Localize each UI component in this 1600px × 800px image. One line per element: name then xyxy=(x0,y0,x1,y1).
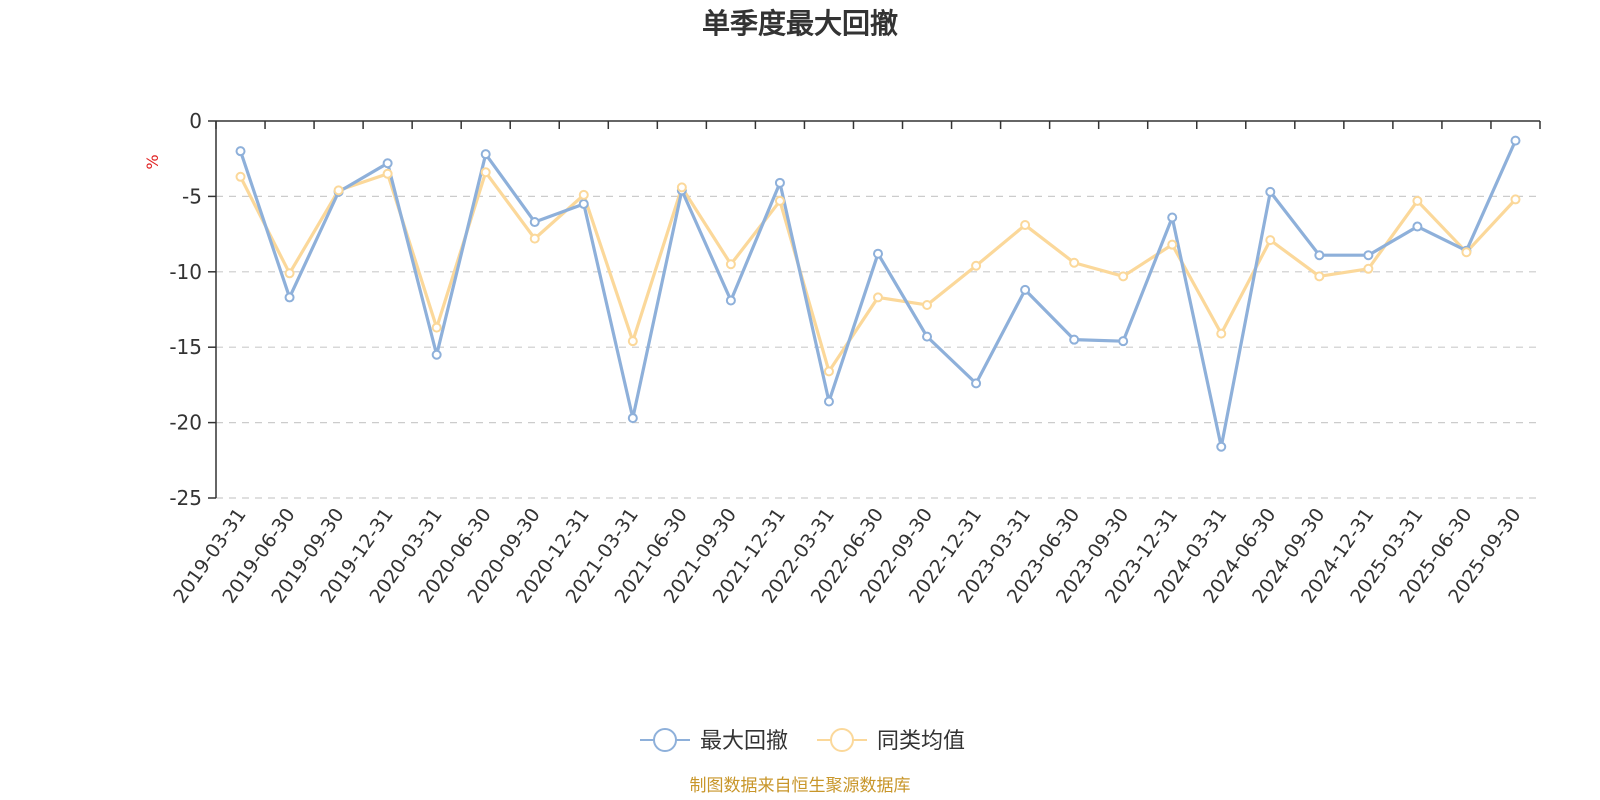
data-point xyxy=(1118,271,1129,282)
data-point xyxy=(1020,284,1031,295)
data-point xyxy=(971,260,982,271)
data-point xyxy=(1314,250,1325,261)
data-point xyxy=(873,292,883,303)
data-point xyxy=(725,259,736,270)
data-point xyxy=(431,322,442,333)
data-point xyxy=(1412,195,1423,206)
data-point xyxy=(578,198,589,209)
data-point xyxy=(971,378,982,389)
data-point xyxy=(873,248,883,259)
legend-label: 最大回撤 xyxy=(700,729,788,754)
y-axis-unit: % xyxy=(143,154,162,169)
y-tick-label: -20 xyxy=(169,411,202,435)
data-point xyxy=(725,295,736,306)
data-point xyxy=(627,413,638,424)
axes: 0-5-10-15-20-252019-03-312019-06-302019-… xyxy=(169,109,1541,607)
data-point xyxy=(480,149,491,160)
data-point xyxy=(382,168,393,179)
data-point xyxy=(235,146,246,157)
data-point xyxy=(1118,336,1129,347)
data-point xyxy=(823,366,834,377)
data-point xyxy=(627,336,638,347)
data-point xyxy=(284,292,295,303)
data-point xyxy=(1510,194,1521,205)
data-point xyxy=(431,349,442,360)
legend-label: 同类均值 xyxy=(877,729,965,754)
data-point xyxy=(1363,263,1374,274)
y-tick-label: 0 xyxy=(189,109,202,133)
legend[interactable]: 最大回撤 同类均值 xyxy=(640,728,965,754)
data-point xyxy=(676,182,687,193)
series xyxy=(235,135,1521,452)
y-tick-label: -5 xyxy=(182,184,202,208)
data-point xyxy=(823,396,834,407)
data-point xyxy=(1069,334,1080,345)
grid xyxy=(216,195,1540,499)
data-point xyxy=(1167,212,1178,223)
data-point xyxy=(1265,186,1276,197)
data-point xyxy=(1412,221,1423,232)
data-point xyxy=(922,299,933,310)
data-point xyxy=(284,268,295,279)
data-point xyxy=(1363,250,1374,261)
data-point xyxy=(1265,235,1276,246)
data-point xyxy=(1167,239,1178,250)
data-point xyxy=(333,185,344,196)
data-point xyxy=(1020,220,1031,231)
data-point xyxy=(774,177,785,188)
data-source-note: 制图数据来自恒生聚源数据库 xyxy=(690,776,911,796)
legend-marker xyxy=(830,728,854,752)
data-point xyxy=(235,171,246,182)
y-tick-label: -25 xyxy=(169,486,202,510)
legend-marker xyxy=(653,728,677,752)
data-point xyxy=(529,233,540,244)
y-tick-label: -15 xyxy=(169,335,202,359)
y-tick-label: -10 xyxy=(169,260,202,284)
data-point xyxy=(480,167,491,178)
data-point xyxy=(1314,271,1325,282)
data-point xyxy=(1461,247,1472,258)
chart-title: 单季度最大回撤 xyxy=(702,7,898,40)
data-point xyxy=(1069,257,1080,268)
data-point xyxy=(578,189,589,200)
data-point xyxy=(529,217,540,228)
data-point xyxy=(774,195,785,206)
data-point xyxy=(1216,441,1227,452)
data-point xyxy=(922,331,933,342)
data-point xyxy=(1510,135,1521,146)
data-point xyxy=(1216,328,1227,339)
data-point xyxy=(382,158,393,169)
